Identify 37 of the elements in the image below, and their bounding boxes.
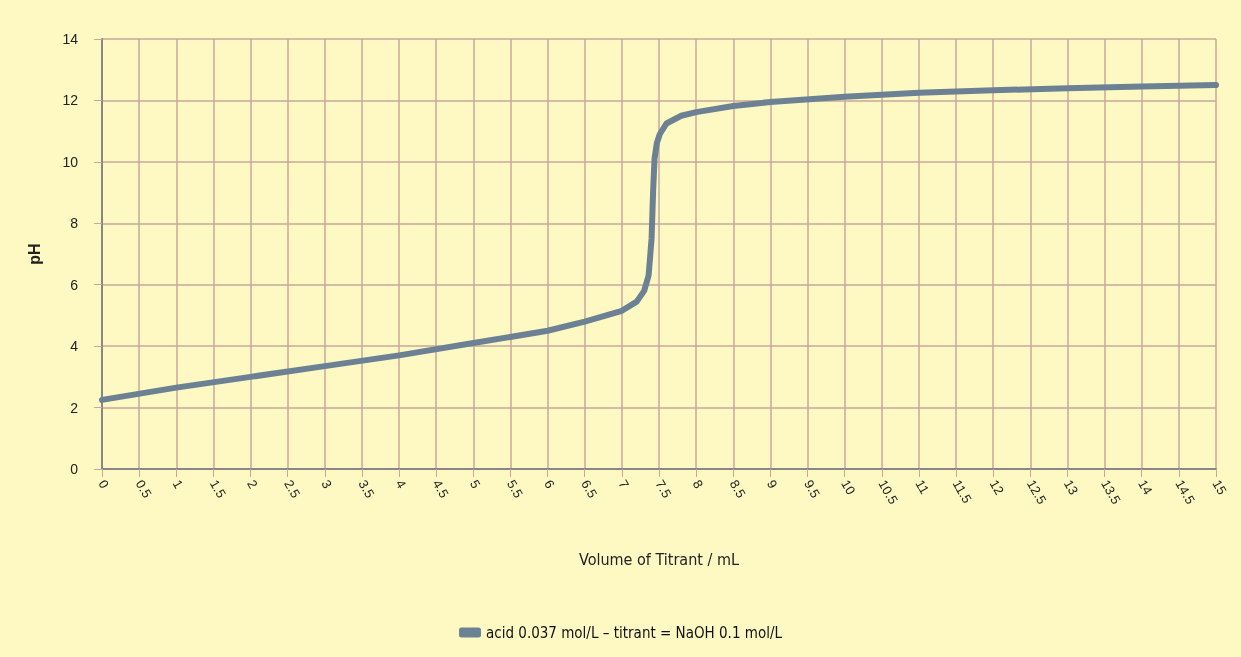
y-tick-label: 6	[70, 276, 79, 293]
x-tick-label: 8	[689, 477, 707, 492]
x-tick-label: 7.5	[652, 477, 675, 501]
x-tick-label: 11	[912, 477, 933, 497]
x-tick-label: 5.5	[503, 477, 526, 501]
x-tick-label: 0	[95, 477, 113, 492]
y-tick-label: 12	[62, 92, 79, 109]
y-tick-label: 8	[70, 215, 79, 232]
x-tick-label: 4.5	[429, 477, 452, 501]
x-tick-label: 4	[392, 477, 410, 492]
y-tick-label: 2	[70, 399, 79, 416]
x-tick-label: 2.5	[281, 477, 304, 501]
x-tick-label: 9	[763, 477, 781, 492]
y-axis-title: pH	[25, 243, 43, 265]
y-tick-label: 0	[70, 461, 79, 477]
x-tick-label: 10	[838, 477, 859, 498]
x-tick-label: 12	[986, 477, 1007, 498]
x-tick-label: 8.5	[726, 477, 749, 501]
x-tick-label: 3	[318, 477, 335, 492]
x-tick-label: 6.5	[578, 477, 601, 501]
x-tick-label: 6	[541, 477, 558, 492]
x-tick-label: 3.5	[355, 477, 378, 501]
x-tick-label: 15	[1209, 477, 1230, 498]
x-tick-label: 14	[1135, 477, 1156, 498]
y-tick-label: 14	[62, 31, 79, 47]
x-axis-title: Volume of Titrant / mL	[579, 549, 739, 569]
x-tick-label: 13	[1060, 477, 1082, 498]
x-tick-label: 2	[244, 477, 261, 492]
x-tick-label: 0.5	[132, 477, 155, 501]
x-tick-label: 9.5	[801, 477, 824, 501]
y-tick-label: 10	[62, 153, 79, 170]
x-tick-label: 1.5	[206, 477, 229, 501]
x-tick-label: 5	[466, 477, 484, 492]
x-tick-label: 1	[169, 477, 187, 492]
x-tick-label: 7	[615, 477, 632, 492]
legend-label: acid 0.037 mol/L – titrant = NaOH 0.1 mol/L	[486, 623, 783, 642]
y-tick-label: 4	[70, 338, 79, 355]
